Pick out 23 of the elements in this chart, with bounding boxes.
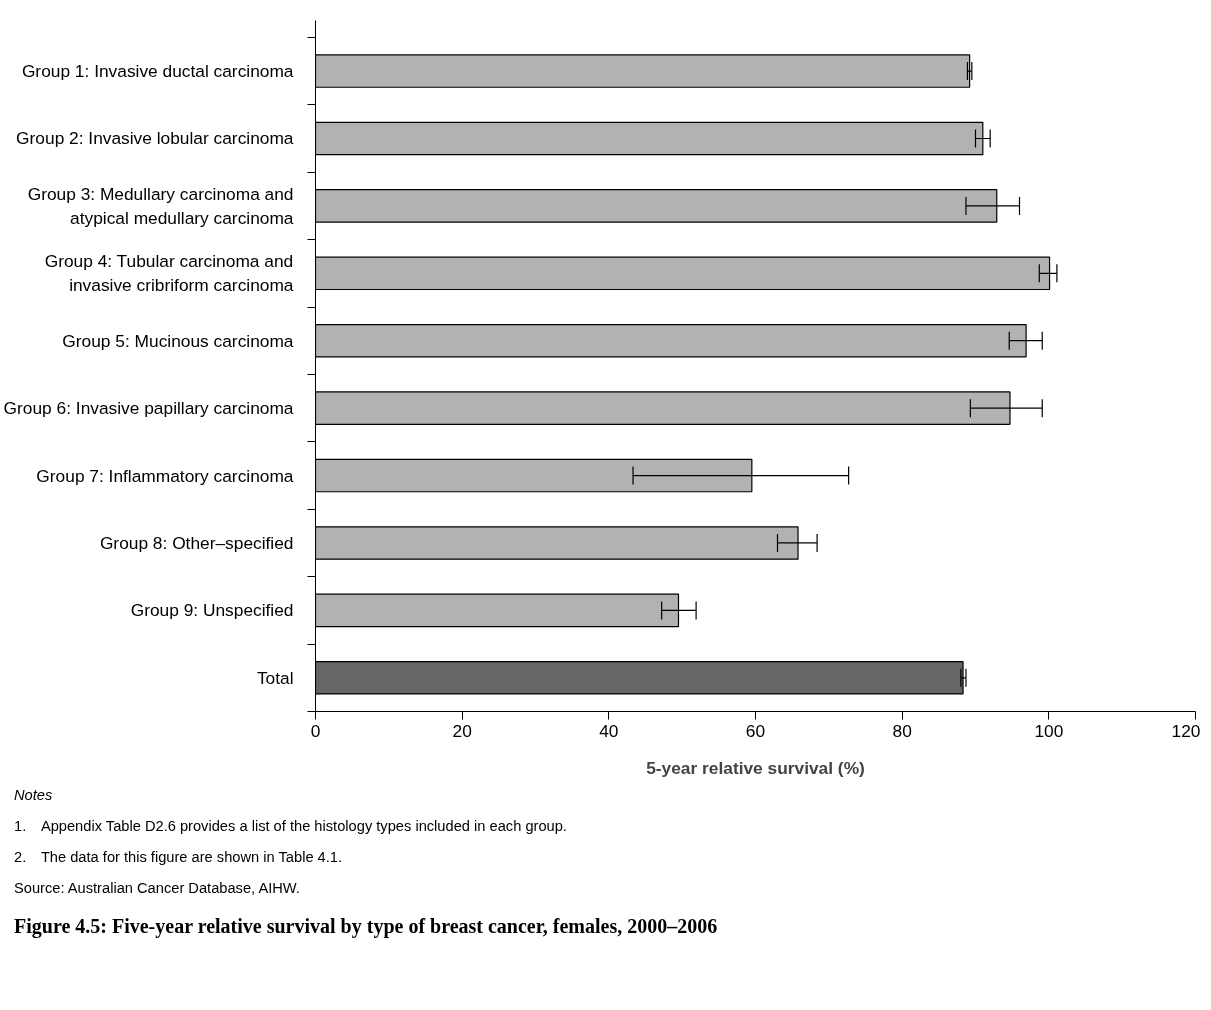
x-tick-label: 120 bbox=[1171, 720, 1201, 741]
y-tick-label: Group 6: Invasive papillary carcinoma bbox=[3, 398, 294, 419]
text: 2. The data for this figure are shown in Table 4.1. bbox=[14, 847, 343, 867]
source-note: Source: Australian Cancer Database, AIHW. bbox=[14, 878, 300, 898]
y-tick-label: Group 4: Tubular carcinoma and invasive cribriform carcinoma bbox=[44, 251, 294, 296]
x-tick-label: 100 bbox=[1034, 720, 1064, 741]
y-tick-label: Total bbox=[256, 667, 294, 688]
y-tick-label: Group 5: Mucinous carcinoma bbox=[62, 330, 294, 351]
y-tick-label: Group 7: Inflammatory carcinoma bbox=[36, 465, 294, 486]
x-tick-label: 60 bbox=[745, 720, 766, 741]
x-tick-label: 20 bbox=[452, 720, 472, 741]
y-tick-label: Group 8: Other–specified bbox=[99, 532, 294, 553]
x-tick-label: 0 bbox=[310, 720, 321, 741]
y-tick-label: Group 1: Invasive ductal carcinoma bbox=[21, 61, 294, 82]
x-tick-label: 80 bbox=[892, 720, 912, 741]
x-tick-label: 40 bbox=[599, 720, 619, 741]
y-tick-label: Group 9: Unspecified bbox=[130, 600, 294, 621]
text: Notes bbox=[14, 786, 53, 805]
y-tick-label: Group 3: Medullary carcinoma and atypical medullary carcinoma bbox=[27, 183, 294, 228]
y-tick-label: Group 2: Invasive lobular carcinoma bbox=[16, 128, 294, 149]
x-axis-title: 5-year relative survival (%) bbox=[646, 757, 865, 778]
text: Figure 4.5: Five-year relative survival by type of breast cancer, females, 2000–2006 bbox=[14, 913, 718, 940]
text: 1. Appendix Table D2.6 provides a list of the histology types included in each group. bbox=[14, 816, 567, 836]
